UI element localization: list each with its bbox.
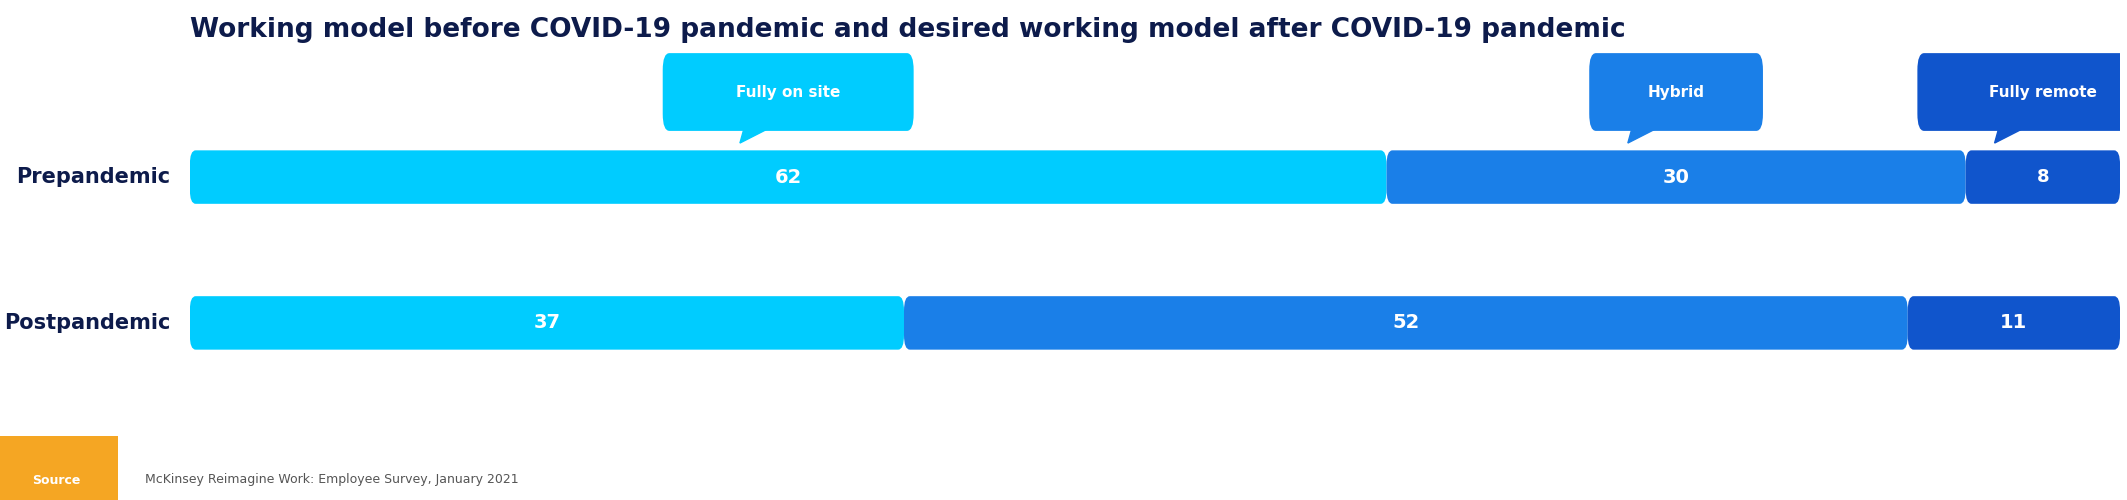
FancyBboxPatch shape [1589, 53, 1763, 131]
Text: Source: Source [32, 474, 81, 486]
FancyBboxPatch shape [664, 53, 915, 131]
Text: Hybrid: Hybrid [1648, 84, 1704, 100]
Text: 37: 37 [534, 314, 559, 332]
Text: 8: 8 [2036, 168, 2048, 186]
FancyBboxPatch shape [1908, 296, 2121, 350]
Text: Working model before COVID-19 pandemic and desired working model after COVID-19 : Working model before COVID-19 pandemic a… [189, 16, 1625, 42]
FancyBboxPatch shape [904, 296, 1908, 350]
Text: 30: 30 [1663, 168, 1689, 186]
FancyBboxPatch shape [1387, 150, 1965, 204]
Text: 11: 11 [1999, 314, 2027, 332]
Polygon shape [740, 122, 781, 143]
Text: Fully on site: Fully on site [736, 84, 840, 100]
FancyBboxPatch shape [1916, 53, 2127, 131]
Text: Fully remote: Fully remote [1989, 84, 2097, 100]
FancyBboxPatch shape [189, 150, 1387, 204]
Text: McKinsey Reimagine Work: Employee Survey, January 2021: McKinsey Reimagine Work: Employee Survey… [145, 474, 519, 486]
Text: Prepandemic: Prepandemic [17, 167, 170, 187]
Polygon shape [1627, 122, 1668, 143]
Text: Postpandemic: Postpandemic [4, 313, 170, 333]
FancyBboxPatch shape [1965, 150, 2121, 204]
Text: 62: 62 [774, 168, 802, 186]
Text: 52: 52 [1393, 314, 1419, 332]
Polygon shape [1995, 122, 2036, 143]
FancyBboxPatch shape [189, 296, 904, 350]
